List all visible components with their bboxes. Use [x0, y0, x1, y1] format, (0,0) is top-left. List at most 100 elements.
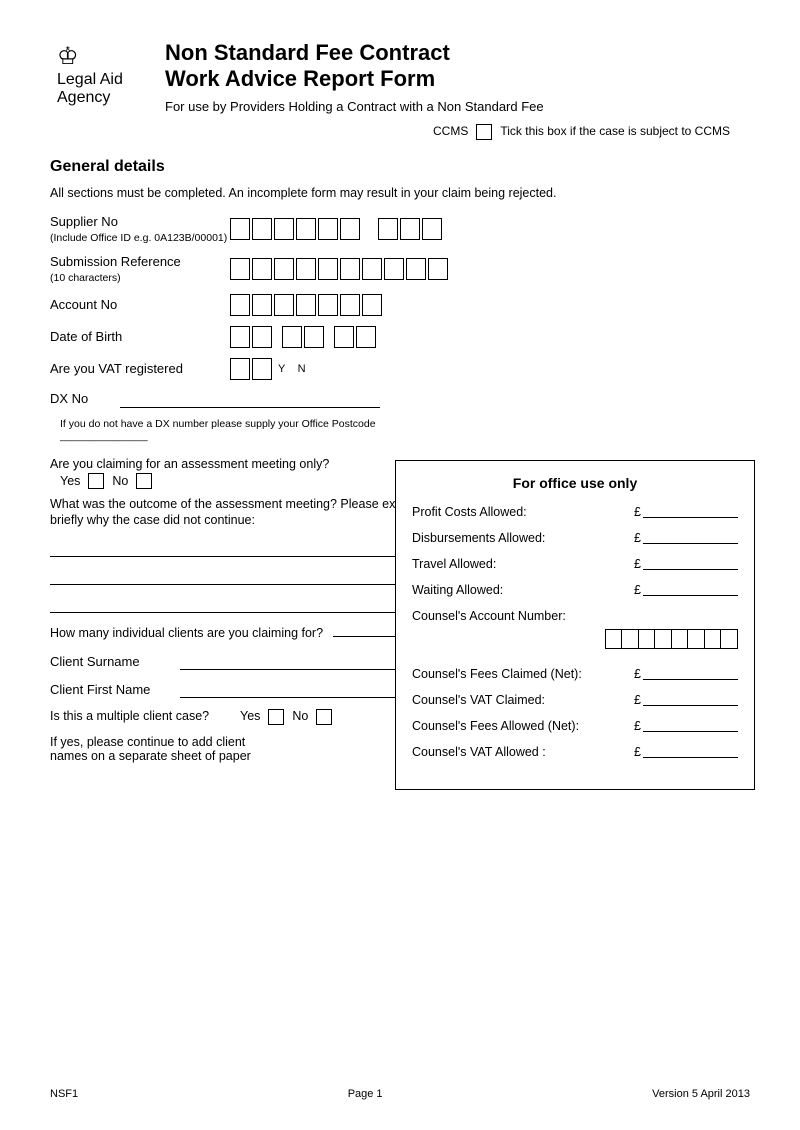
supplier-input[interactable] — [230, 218, 442, 240]
currency-symbol: £ — [634, 531, 641, 545]
dx-info: If you do not have a DX number please su… — [60, 418, 430, 442]
continuation-row: If yes, please continue to add client na… — [50, 735, 430, 763]
footer: NSF1 Page 1 Version 5 April 2013 — [50, 1088, 750, 1100]
dob-row: Date of Birth — [50, 326, 750, 348]
title-block: Non Standard Fee Contract Work Advice Re… — [165, 40, 544, 114]
vat-row: Are you VAT registered Y N — [50, 358, 750, 380]
logo-text: Legal Aid Agency — [57, 71, 138, 106]
office-row: Counsel's Fees Allowed (Net): £ — [412, 719, 738, 733]
dx-row: DX No — [50, 390, 430, 408]
q1-yes-checkbox[interactable] — [88, 473, 104, 489]
title-line2: Work Advice Report Form — [165, 66, 544, 92]
submission-row: Submission Reference (10 characters) — [50, 254, 750, 284]
office-row: Counsel's VAT Allowed : £ — [412, 745, 738, 759]
q2-line1[interactable] — [50, 543, 430, 557]
counsel-fees-allowed-input[interactable] — [643, 720, 738, 732]
vat-input[interactable] — [230, 358, 272, 380]
currency-symbol: £ — [634, 505, 641, 519]
subtitle: For use by Providers Holding a Contract … — [165, 99, 544, 114]
header: ♔ Legal Aid Agency Non Standard Fee Cont… — [50, 40, 750, 114]
title-line1: Non Standard Fee Contract — [165, 40, 544, 66]
disbursements-input[interactable] — [643, 532, 738, 544]
currency-symbol: £ — [634, 557, 641, 571]
q2-line3[interactable] — [50, 599, 430, 613]
q1-yes-label: Yes — [60, 473, 80, 490]
currency-symbol: £ — [634, 693, 641, 707]
account-row: Account No — [50, 294, 750, 316]
supplier-help: (Include Office ID e.g. 0A123B/00001) — [50, 232, 227, 244]
logo: ♔ Legal Aid Agency — [50, 40, 145, 113]
intro-text: All sections must be completed. An incom… — [50, 186, 750, 200]
left-column: DX No If you do not have a DX number ple… — [50, 390, 430, 763]
firstname-label: Client First Name — [50, 682, 180, 697]
q2-line2[interactable] — [50, 571, 430, 585]
office-row: Counsel's VAT Claimed: £ — [412, 693, 738, 707]
travel-label: Travel Allowed: — [412, 557, 496, 571]
counsel-vat-claimed-input[interactable] — [643, 694, 738, 706]
section-heading: General details — [50, 158, 750, 176]
q1: Are you claiming for an assessment meeti… — [50, 456, 430, 490]
dx-label: DX No — [50, 391, 120, 406]
q1-no-label: No — [112, 473, 128, 490]
office-row: Counsel's Fees Claimed (Net): £ — [412, 667, 738, 681]
q4-yes-label: Yes — [240, 708, 260, 725]
office-row: Waiting Allowed: £ — [412, 583, 738, 597]
q4: Is this a multiple client case? Yes No — [50, 708, 430, 725]
footer-right: Version 5 April 2013 — [652, 1088, 750, 1100]
counsel-account-row: Counsel's Account Number: — [412, 609, 738, 649]
disbursements-label: Disbursements Allowed: — [412, 531, 545, 545]
ccms-label: CCMS — [433, 124, 468, 138]
surname-label: Client Surname — [50, 654, 180, 669]
office-heading: For office use only — [412, 475, 738, 491]
q1-no-checkbox[interactable] — [136, 473, 152, 489]
waiting-input[interactable] — [643, 584, 738, 596]
q2: What was the outcome of the assessment m… — [50, 496, 430, 614]
submission-help: (10 characters) — [50, 272, 121, 284]
q3: How many individual clients are you clai… — [50, 619, 430, 642]
vat-y: Y — [278, 363, 285, 375]
profit-costs-input[interactable] — [643, 506, 738, 518]
firstname-input[interactable] — [180, 684, 430, 698]
surname-row: Client Surname — [50, 652, 430, 670]
dob-input[interactable] — [230, 326, 376, 348]
vat-n: N — [298, 363, 306, 375]
submission-input[interactable] — [230, 258, 448, 280]
counsel-vat-allowed-label: Counsel's VAT Allowed : — [412, 745, 546, 759]
surname-input[interactable] — [180, 656, 430, 670]
supplier-row: Supplier No (Include Office ID e.g. 0A12… — [50, 214, 750, 244]
ccms-row: CCMS Tick this box if the case is subjec… — [50, 124, 750, 140]
ccms-note-text: Tick this box if the case is subject to … — [500, 124, 730, 138]
vat-label: Are you VAT registered — [50, 361, 230, 376]
account-input[interactable] — [230, 294, 382, 316]
submission-label: Submission Reference (10 characters) — [50, 254, 230, 284]
currency-symbol: £ — [634, 719, 641, 733]
currency-symbol: £ — [634, 583, 641, 597]
counsel-vat-allowed-input[interactable] — [643, 746, 738, 758]
account-label: Account No — [50, 297, 230, 312]
counsel-vat-claimed-label: Counsel's VAT Claimed: — [412, 693, 545, 707]
travel-input[interactable] — [643, 558, 738, 570]
q3-input[interactable] — [333, 623, 403, 637]
ccms-checkbox[interactable] — [476, 124, 492, 140]
office-row: Profit Costs Allowed: £ — [412, 505, 738, 519]
firstname-row: Client First Name — [50, 680, 430, 698]
waiting-label: Waiting Allowed: — [412, 583, 503, 597]
counsel-account-input[interactable] — [412, 629, 738, 649]
counsel-fees-allowed-label: Counsel's Fees Allowed (Net): — [412, 719, 579, 733]
q4-no-label: No — [292, 708, 308, 725]
currency-symbol: £ — [634, 745, 641, 759]
dob-label: Date of Birth — [50, 329, 230, 344]
q4-no-checkbox[interactable] — [316, 709, 332, 725]
supplier-label: Supplier No (Include Office ID e.g. 0A12… — [50, 214, 230, 244]
footer-left: NSF1 — [50, 1088, 78, 1100]
footer-center: Page 1 — [348, 1088, 383, 1100]
q4-yes-checkbox[interactable] — [268, 709, 284, 725]
cont-label: If yes, please continue to add client na… — [50, 735, 280, 763]
currency-symbol: £ — [634, 667, 641, 681]
profit-costs-label: Profit Costs Allowed: — [412, 505, 527, 519]
office-use-box: For office use only Profit Costs Allowed… — [395, 460, 755, 790]
crest-icon: ♔ — [57, 45, 138, 69]
dx-input[interactable] — [120, 394, 380, 408]
counsel-fees-claimed-input[interactable] — [643, 668, 738, 680]
counsel-fees-claimed-label: Counsel's Fees Claimed (Net): — [412, 667, 582, 681]
